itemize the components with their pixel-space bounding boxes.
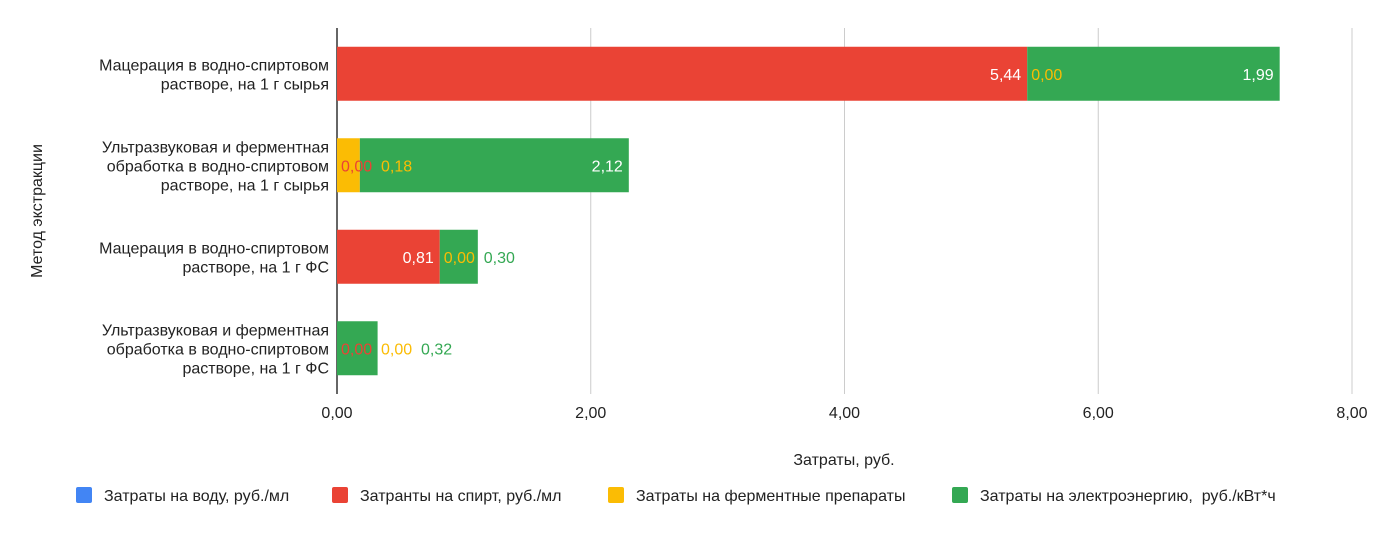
category-label-line: Ультразвуковая и ферментная — [102, 322, 329, 339]
data-label: 5,44 — [990, 67, 1021, 84]
legend-swatch — [608, 487, 624, 503]
category-label-line: растворе, на 1 г сырья — [161, 76, 329, 93]
data-label: 0,00 — [341, 341, 372, 358]
category-label-line: растворе, на 1 г сырья — [161, 177, 329, 194]
category-label-line: Ультразвуковая и ферментная — [102, 139, 329, 156]
x-tick-label: 0,00 — [321, 405, 352, 422]
bar-segment — [359, 138, 629, 193]
x-axis-title: Затраты, руб. — [793, 452, 894, 469]
data-label: 0,81 — [403, 250, 434, 267]
category-label-line: растворе, на 1 г ФС — [182, 360, 329, 377]
data-labels-group: 5,44 0,00 1,99 0,00 0,18 2,12 0,81 0,00 0,30 0,00… — [341, 67, 1274, 359]
x-tick-label: 2,00 — [575, 405, 606, 422]
x-tick-labels-group: 0,00 2,00 4,00 6,00 8,00 — [321, 405, 1367, 422]
category-label-line: Мацерация в водно-спиртовом — [99, 240, 329, 257]
category-labels-group: Мацерация в водно-спиртовом растворе, на … — [99, 57, 329, 377]
bar-segment — [439, 229, 478, 284]
bar-segment — [337, 229, 440, 284]
category-label: Ультразвуковая и ферментная обработка в в… — [102, 322, 329, 377]
legend-label: Затраты на электроэнергию, руб./кВт*ч — [980, 488, 1276, 505]
legend-label: Затранты на спирт, руб./мл — [360, 488, 562, 505]
legend-swatch — [952, 487, 968, 503]
data-label: 0,00 — [1031, 67, 1062, 84]
data-label: 0,30 — [484, 250, 515, 267]
data-label: 0,18 — [381, 158, 412, 175]
category-label-line: обработка в водно-спиртовом — [107, 158, 329, 175]
data-label: 2,12 — [592, 158, 623, 175]
legend-label: Затраты на ферментные препараты — [636, 488, 905, 505]
category-label-line: Мацерация в водно-спиртовом — [99, 57, 329, 74]
legend-swatch — [76, 487, 92, 503]
bar-segment — [337, 46, 1028, 101]
category-label-line: обработка в водно-спиртовом — [107, 341, 329, 358]
x-tick-label: 4,00 — [829, 405, 860, 422]
bar-segment — [337, 321, 378, 376]
data-label: 0,32 — [421, 341, 452, 358]
data-label: 1,99 — [1243, 67, 1274, 84]
bar-segment — [1027, 46, 1280, 101]
category-label-line: растворе, на 1 г ФС — [182, 259, 329, 276]
bar-segment — [337, 138, 360, 193]
legend-label: Затраты на воду, руб./мл — [104, 488, 289, 505]
x-tick-label: 8,00 — [1336, 405, 1367, 422]
legend-swatch — [332, 487, 348, 503]
category-label: Мацерация в водно-спиртовом растворе, на … — [99, 240, 329, 276]
y-axis-title: Метод экстракции — [29, 144, 46, 278]
legend: Затраты на воду, руб./мл Затранты на спир… — [76, 487, 1276, 505]
category-label: Мацерация в водно-спиртовом растворе, на … — [99, 57, 329, 93]
category-label: Ультразвуковая и ферментная обработка в в… — [102, 139, 329, 194]
x-tick-label: 6,00 — [1083, 405, 1114, 422]
data-label: 0,00 — [341, 158, 372, 175]
bars-group — [337, 46, 1280, 376]
data-label: 0,00 — [444, 250, 475, 267]
data-label: 0,00 — [381, 341, 412, 358]
